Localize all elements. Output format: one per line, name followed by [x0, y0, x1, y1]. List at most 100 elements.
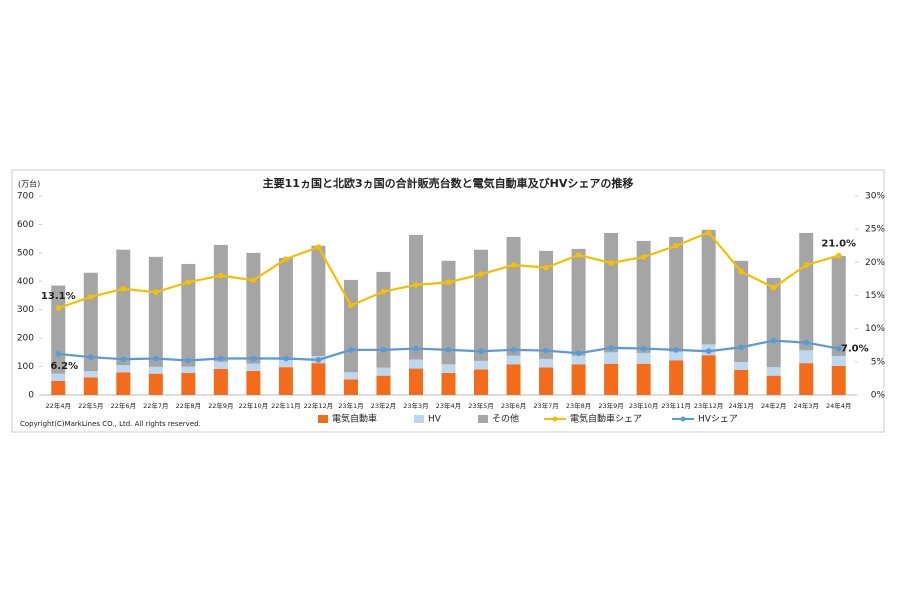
line-marker: [445, 279, 452, 286]
line-marker: [380, 347, 387, 353]
line-marker: [835, 252, 842, 259]
x-tick-label: 22年5月: [78, 401, 103, 410]
x-tick-label: 23年7月: [533, 401, 558, 410]
bar-segment: [408, 359, 423, 369]
y-tick-label: 100: [17, 362, 34, 372]
x-tick-label: 22年4月: [46, 401, 71, 410]
bar-segment: [441, 372, 456, 395]
legend-label: 電気自動車シェア: [570, 413, 642, 425]
x-tick-label: 23年9月: [598, 401, 623, 410]
x-tick-label: 22年10月: [239, 401, 269, 410]
bar-segment: [246, 363, 261, 371]
bar-segment: [734, 260, 749, 363]
data-label: 21.0%: [821, 239, 856, 250]
y-tick-label: 500: [17, 248, 34, 258]
line-marker: [283, 256, 289, 262]
line-marker: [543, 347, 549, 354]
line-marker: [87, 294, 94, 300]
line-marker: [153, 289, 159, 295]
x-tick-label: 23年4月: [436, 401, 461, 410]
bar-segment: [474, 360, 489, 370]
line-marker: [640, 345, 647, 352]
line-marker: [608, 260, 614, 266]
bar-segment: [343, 279, 358, 373]
legend-swatch: [680, 416, 686, 422]
bar-segment: [506, 355, 521, 365]
bar-segment: [831, 366, 846, 395]
bar-segment: [83, 371, 98, 378]
bar-segment: [831, 356, 846, 367]
bar-segment: [799, 363, 814, 395]
legend-label: その他: [492, 413, 519, 425]
line-marker: [510, 347, 517, 353]
line-marker: [250, 355, 257, 362]
line-marker: [185, 279, 192, 286]
bar-segment: [506, 236, 521, 356]
line-marker: [575, 252, 582, 258]
line-marker: [705, 229, 712, 236]
bar-segment: [766, 277, 781, 368]
bar-segment: [831, 255, 846, 357]
bar-segment: [734, 369, 749, 395]
bar-segment: [116, 249, 131, 366]
y2-tick-label: 15%: [865, 291, 885, 301]
legend-label: 電気自動車: [332, 413, 377, 425]
line-marker: [478, 348, 484, 355]
x-tick-label: 24年4月: [826, 401, 851, 410]
legend-label: HV: [428, 415, 442, 425]
bar-segment: [148, 366, 163, 374]
y-tick-label: 300: [17, 305, 34, 315]
y2-tick-label: 30%: [865, 192, 885, 202]
bar-segment: [51, 373, 66, 381]
legend-swatch: [478, 415, 488, 423]
x-tick-label: 24年1月: [728, 401, 753, 410]
line-marker: [283, 355, 289, 362]
legend-swatch: [318, 415, 328, 423]
bar-segment: [506, 364, 521, 395]
bar-segment: [246, 252, 261, 364]
bar-segment: [539, 358, 554, 368]
line-marker: [673, 347, 679, 353]
legend-label: HVシェア: [698, 415, 738, 425]
bar-segment: [343, 379, 358, 395]
bar-segment: [148, 373, 163, 395]
line-marker: [803, 339, 810, 346]
bar-segment: [571, 355, 586, 365]
x-tick-label: 23年1月: [338, 401, 363, 410]
bar-segment: [213, 361, 228, 369]
line-marker: [348, 302, 354, 309]
bar-segment: [181, 366, 196, 373]
line-marker: [608, 345, 614, 351]
line-marker: [738, 268, 744, 275]
bar-segment: [766, 367, 781, 376]
bar-segment: [701, 229, 716, 345]
line-marker: [120, 356, 127, 362]
bar-segment: [83, 377, 98, 395]
line-marker: [185, 357, 192, 364]
line-marker: [413, 282, 419, 288]
line-marker: [835, 345, 842, 352]
bar-segment: [376, 375, 391, 395]
bar-segment: [571, 364, 586, 395]
legend-swatch: [414, 415, 424, 423]
x-tick-label: 23年6月: [501, 401, 526, 410]
x-tick-label: 24年3月: [794, 401, 819, 410]
x-tick-label: 22年9月: [208, 401, 233, 410]
bar-segment: [408, 368, 423, 395]
bar-segment: [604, 363, 619, 395]
line-marker: [510, 262, 517, 268]
bar-segment: [181, 263, 196, 367]
bar-segment: [669, 351, 684, 361]
bar-segment: [213, 244, 228, 362]
line-marker: [478, 271, 484, 278]
bar-segment: [278, 257, 293, 361]
y-axis-label: (万台): [18, 179, 40, 189]
line-marker: [705, 348, 712, 355]
bar-segment: [278, 360, 293, 368]
x-tick-label: 22年8月: [176, 401, 201, 410]
x-tick-label: 22年11月: [271, 401, 301, 410]
x-tick-label: 23年2月: [371, 401, 396, 410]
bar-segment: [701, 355, 716, 395]
bar-segment: [441, 364, 456, 373]
